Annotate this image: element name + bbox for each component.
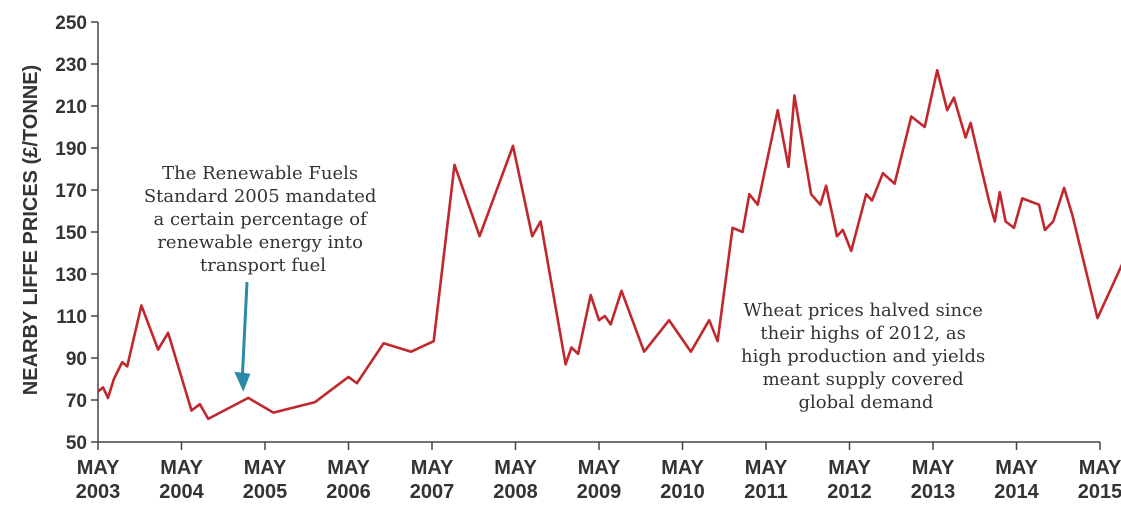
x-tick-label: 2004 (159, 481, 204, 503)
annotation-wheat: Wheat prices halved since their highs of… (741, 300, 991, 413)
y-tick-label: 130 (55, 265, 87, 286)
y-tick-label: 230 (55, 55, 87, 76)
x-tick-label: 2015 (1078, 481, 1121, 503)
x-tick-label: MAY (411, 457, 454, 479)
x-tick-label: MAY (912, 457, 955, 479)
x-tick-label: MAY (1079, 457, 1121, 479)
x-tick-label: 2010 (660, 481, 705, 503)
annotation-wheat-line-5: global demand (799, 392, 934, 413)
y-axis-label: NEARBY LIFFE PRICES (£/TONNE) (20, 65, 42, 395)
x-tick-label: 2009 (577, 481, 622, 503)
y-tick-label: 190 (55, 139, 87, 160)
x-tick-label: MAY (244, 457, 287, 479)
annotation-wheat-line-1: Wheat prices halved since (743, 300, 982, 321)
x-tick-label: 2006 (326, 481, 371, 503)
x-tick-label: 2011 (744, 481, 787, 503)
x-tick-label: 2003 (76, 481, 121, 503)
x-tick-label: MAY (77, 457, 120, 479)
x-tick-label: MAY (494, 457, 537, 479)
y-tick-label: 150 (55, 223, 87, 244)
x-tick-label: 2012 (827, 481, 872, 503)
x-tick-label: MAY (745, 457, 788, 479)
annotation-wheat-line-2: their highs of 2012, as (760, 323, 965, 344)
y-tick-label: 50 (66, 433, 87, 454)
svg-text:Wheat prices halved since: Wheat prices halved since their highs of… (741, 300, 991, 413)
x-tick-label: 2014 (994, 481, 1039, 503)
x-tick-label: MAY (828, 457, 871, 479)
x-tick-label: 2005 (243, 481, 288, 503)
y-axis: 50 70 90 110 130 150 170 190 210 230 250 (55, 13, 98, 454)
annotation-rfs-line-5: transport fuel (200, 255, 326, 276)
x-tick-label: 2007 (410, 481, 455, 503)
annotation-rfs-line-2: Standard 2005 mandated (144, 186, 377, 207)
x-tick-label: MAY (327, 457, 370, 479)
y-tick-label: 70 (66, 391, 87, 412)
annotation-wheat-line-4: meant supply covered (763, 369, 964, 390)
annotation-rfs-line-1: The Renewable Fuels (162, 163, 358, 184)
x-tick-label: MAY (661, 457, 704, 479)
x-tick-label: 2013 (911, 481, 956, 503)
y-tick-label: 170 (55, 181, 87, 202)
annotation-wheat-line-3: high production and yields (741, 346, 985, 367)
annotation-rfs: The Renewable Fuels Standard 2005 mandat… (144, 163, 382, 392)
annotation-arrow-head (234, 371, 251, 392)
x-tick-label: MAY (995, 457, 1038, 479)
y-tick-label: 110 (56, 307, 87, 328)
annotation-rfs-line-3: a certain percentage of (153, 209, 368, 230)
y-tick-label: 90 (66, 349, 87, 370)
x-axis: MAY2003MAY2004MAY2005MAY2006MAY2007MAY20… (76, 442, 1121, 503)
x-tick-label: MAY (160, 457, 203, 479)
svg-text:The Renewable Fuels Stan: The Renewable Fuels Standard 2005 mandat… (144, 163, 382, 276)
annotation-rfs-line-4: renewable energy into (157, 232, 363, 253)
y-tick-label: 250 (55, 13, 87, 34)
annotation-arrow (240, 281, 249, 378)
x-tick-label: 2008 (493, 481, 538, 503)
price-series-line (97, 69, 1121, 421)
y-tick-label: 210 (55, 97, 87, 118)
x-tick-label: MAY (578, 457, 621, 479)
